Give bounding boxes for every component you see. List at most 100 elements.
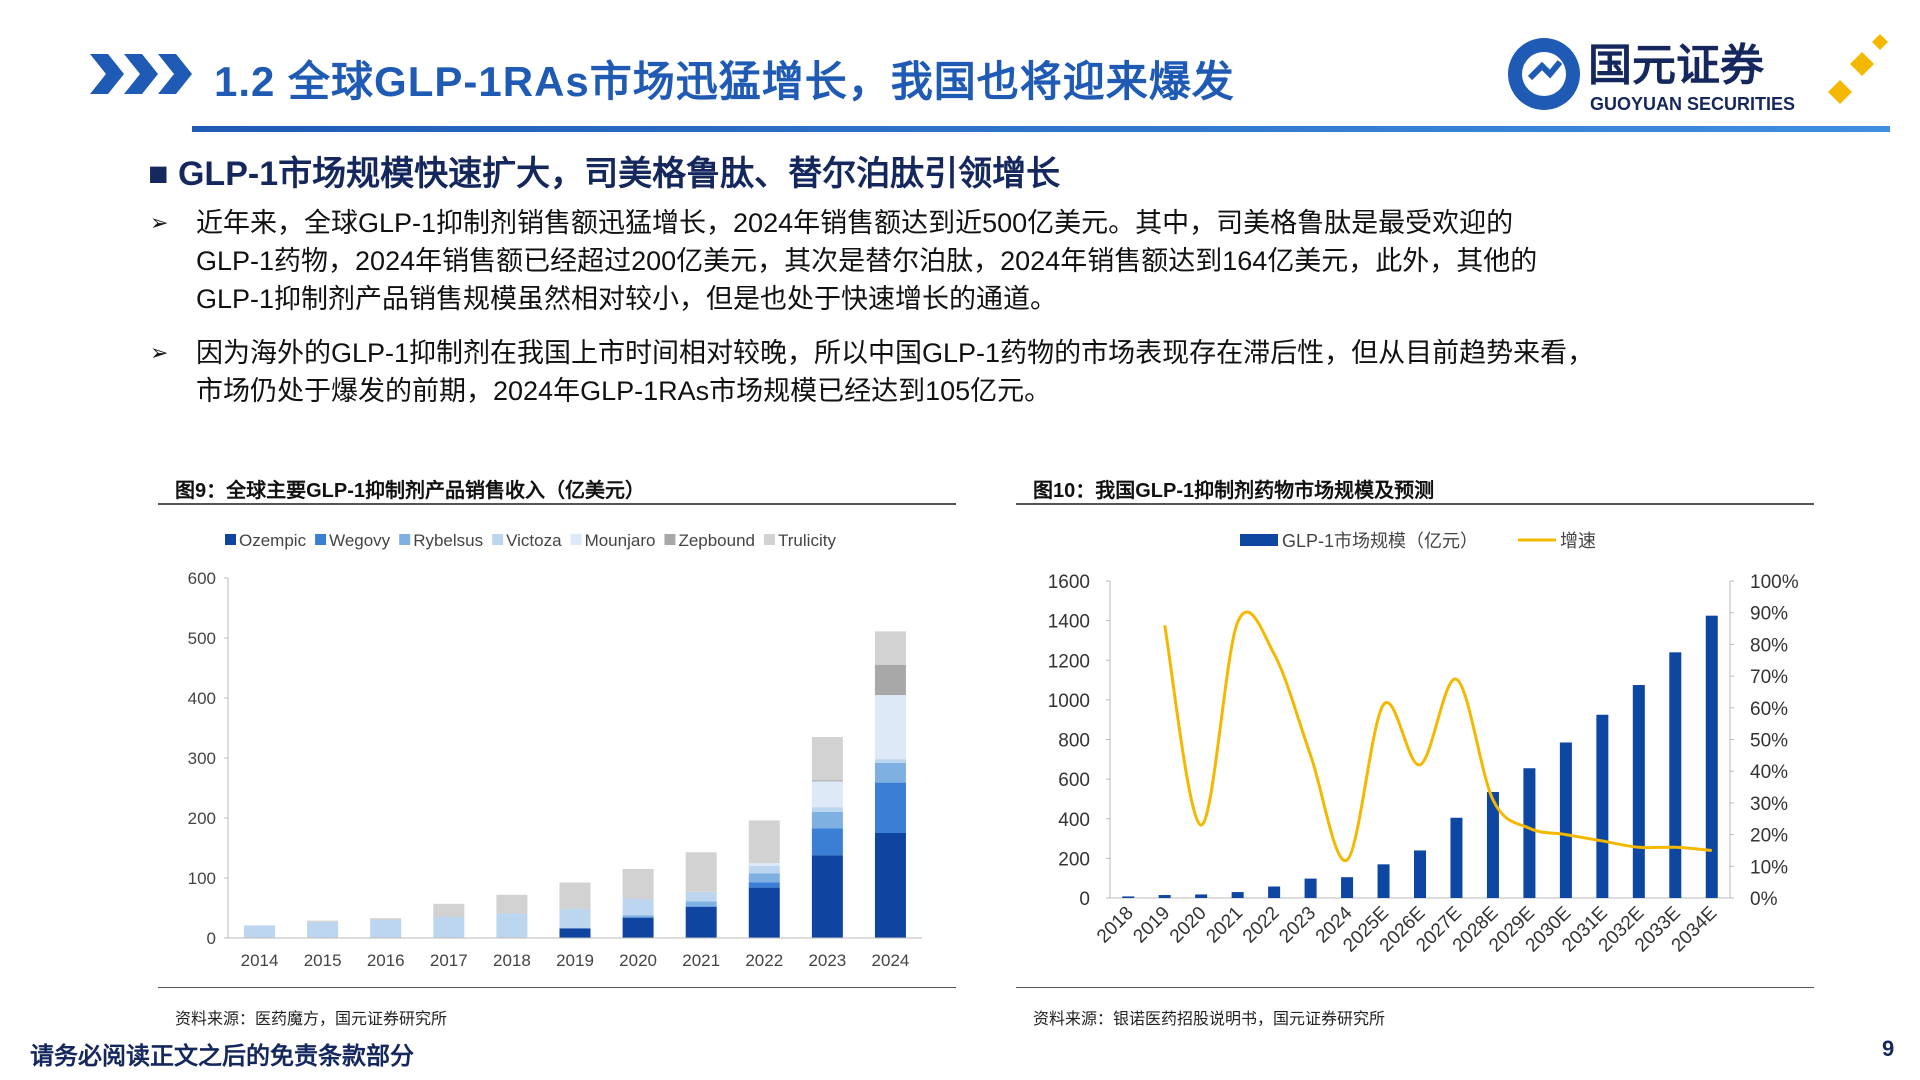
y-tick-label: 1200 [1048,651,1090,672]
x-tick-label: 2020 [1166,903,1211,948]
bar-segment [874,762,906,783]
legend-label: Ozempic [239,531,307,550]
x-tick-label: 2020 [619,951,657,970]
y-tick-label: 200 [188,809,216,828]
bar [1341,877,1354,898]
x-tick-label: 2027E [1412,903,1466,957]
bar-segment [748,863,780,866]
chart-title: 图10：我国GLP-1抑制剂药物市场规模及预测 [1033,480,1435,502]
y-tick-label: 300 [188,749,216,768]
x-tick-label: 2023 [808,951,846,970]
bar-segment [748,873,780,883]
y-tick-label: 100 [188,869,216,888]
bullet-icon: ➢ [150,340,169,365]
y2-tick-label: 0% [1750,889,1778,910]
bar-segment [748,820,780,863]
y-tick-label: 1600 [1048,572,1090,593]
bar-segment [370,920,402,938]
bar-segment [433,917,465,938]
bar-segment [622,915,654,918]
bar-segment [748,887,780,938]
x-tick-label: 2025E [1339,903,1393,957]
x-tick-label: 2024 [1312,902,1357,947]
bar [1414,850,1426,898]
y2-tick-label: 90% [1750,604,1788,625]
bar-segment [496,913,528,938]
legend-swatch [1240,534,1278,546]
x-tick-label: 2022 [745,951,783,970]
bar-segment [685,906,717,938]
bar-segment [433,903,465,917]
bar-segment [811,828,843,856]
x-tick-label: 2021 [682,951,720,970]
legend-swatch [570,534,582,545]
header-rule [192,126,1890,132]
source: 资料来源：医药魔方，国元证券研究所 [175,1011,448,1028]
y2-tick-label: 70% [1750,667,1788,688]
bar-segment [559,882,591,909]
rule [158,503,956,505]
y-tick-label: 600 [188,569,216,588]
legend-label: Zepbound [678,531,755,550]
y2-tick-label: 100% [1750,572,1799,593]
bar-segment [874,665,906,695]
x-tick-label: 2018 [1093,903,1138,948]
bar-segment [874,759,906,763]
y2-tick-label: 80% [1750,635,1788,656]
legend-label: Trulicity [778,531,836,550]
logo-en: GUOYUAN SECURITIES [1590,94,1795,114]
bar [1486,792,1499,898]
x-tick-label: 2015 [304,951,342,970]
legend-label: GLP-1市场规模（亿元） [1282,531,1478,551]
bar-segment [874,833,906,938]
x-tick-label: 2024 [872,951,910,970]
y2-tick-label: 50% [1750,731,1788,752]
bar [1231,892,1244,898]
y-tick-label: 500 [188,629,216,648]
legend-swatch [492,534,504,545]
chevrons [90,54,192,94]
y2-tick-label: 10% [1750,857,1788,878]
y-tick-label: 0 [207,929,216,948]
bar [1559,742,1572,898]
legend-swatch [399,534,411,545]
bar [1268,886,1281,898]
x-tick-label: 2019 [1129,903,1174,948]
bar [1122,896,1135,898]
x-tick-label: 2033E [1631,903,1685,957]
bar [1377,864,1390,898]
bar [1195,894,1208,898]
bar-segment [559,928,591,938]
x-tick-label: 2034E [1668,903,1722,957]
y-tick-label: 0 [1079,889,1090,910]
bar-segment [685,891,717,902]
bar-segment [622,869,654,899]
y-tick-label: 800 [1058,731,1090,752]
bar-segment [811,781,843,808]
page-number: 9 [1882,1036,1895,1061]
legend-label: Wegovy [329,531,391,550]
y-tick-label: 1000 [1048,691,1090,712]
bullet-text: 市场仍处于爆发的前期，2024年GLP-1RAs市场规模已经达到105亿元。 [196,376,1052,406]
y2-tick-label: 30% [1750,794,1788,815]
x-tick-label: 2032E [1595,903,1649,957]
bullet-text: GLP-1药物，2024年销售额已经超过200亿美元，其次是替尔泊肽，2024年… [196,246,1538,276]
bar-segment [811,737,843,781]
logo-cn: 国元证券 [1588,41,1765,90]
y-tick-label: 400 [1058,810,1090,831]
bar [1304,878,1317,898]
legend-swatch [764,534,776,545]
bar-segment [622,899,654,916]
bar [1705,615,1718,898]
bar-segment [748,882,780,888]
bar [1632,685,1645,898]
y-tick-label: 400 [188,689,216,708]
bar-segment [496,894,528,914]
bar [1450,817,1463,898]
x-tick-label: 2023 [1275,903,1320,948]
bar-segment [244,925,276,938]
source: 资料来源：银诺医药招股说明书，国元证券研究所 [1033,1011,1386,1028]
bar [1158,895,1171,898]
x-tick-label: 2029E [1485,903,1539,957]
bar [1596,714,1609,898]
